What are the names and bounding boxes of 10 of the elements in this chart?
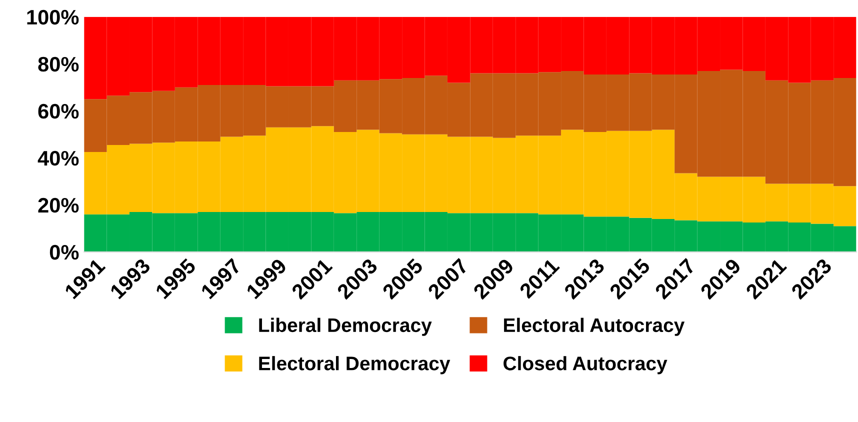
legend-label: Closed Autocracy (504, 356, 668, 374)
legend-label: Liberal Democracy (259, 318, 432, 336)
legend-label: Electoral Autocracy (504, 318, 685, 336)
y-tick-label: 0% (50, 244, 79, 260)
y-tick-label: 80% (38, 56, 79, 72)
y-tick-label: 100% (27, 10, 79, 25)
legend-label: Electoral Democracy (259, 356, 450, 374)
y-tick-label: 60% (38, 104, 79, 119)
y-tick-label: 20% (38, 198, 79, 213)
y-tick-label: 40% (38, 150, 79, 166)
